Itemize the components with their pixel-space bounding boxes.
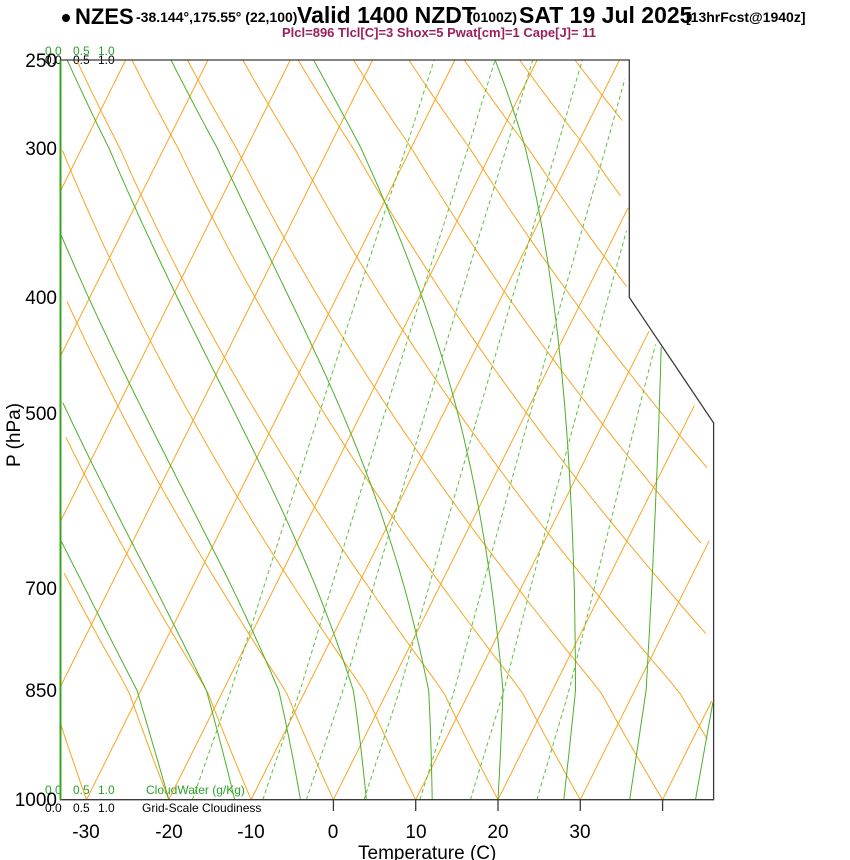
svg-text:700: 700 (25, 579, 57, 600)
svg-text:1000: 1000 (15, 790, 57, 811)
svg-text:400: 400 (25, 288, 57, 309)
svg-text:850: 850 (25, 681, 57, 702)
svg-text:P (hPa): P (hPa) (4, 403, 25, 467)
svg-text:300: 300 (25, 139, 57, 160)
svg-text:500: 500 (25, 404, 57, 425)
svg-text:250: 250 (25, 51, 57, 72)
